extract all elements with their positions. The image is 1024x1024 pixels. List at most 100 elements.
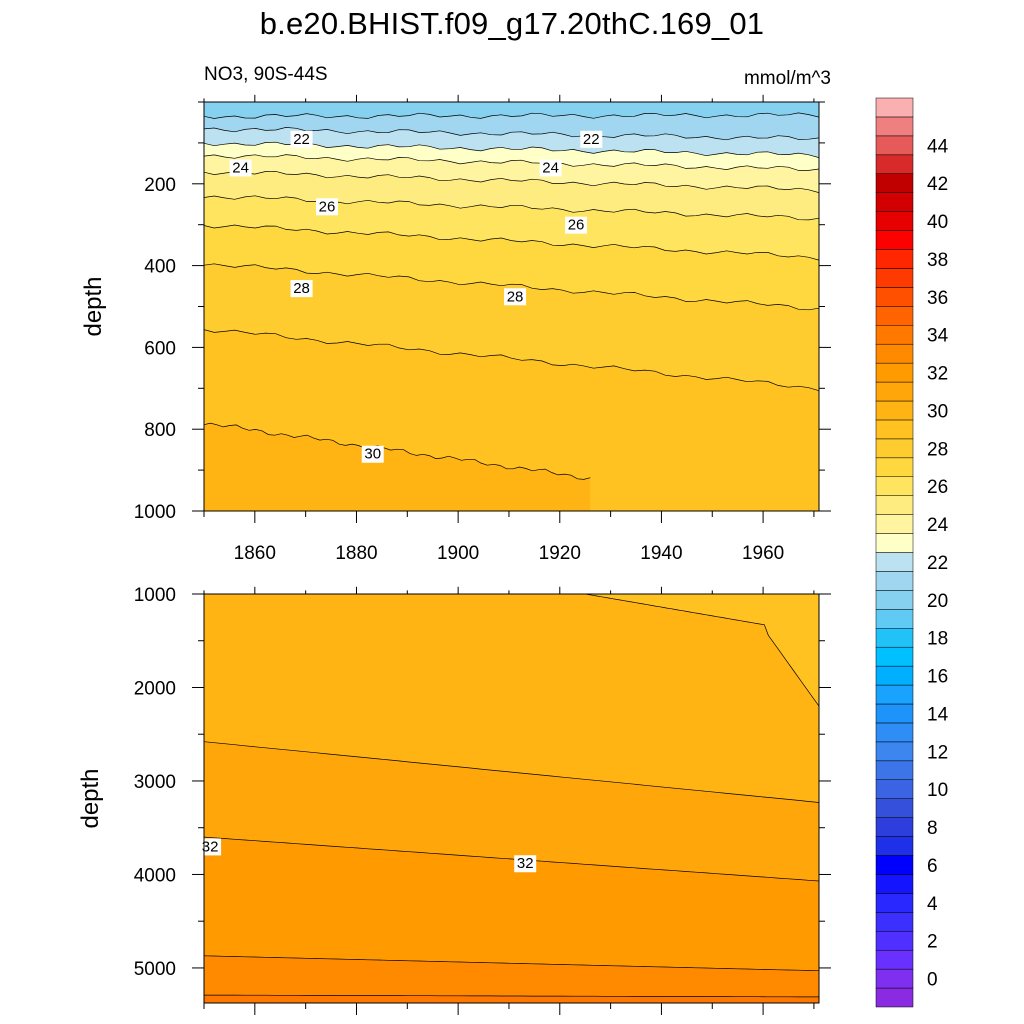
x-tick-label: 1960 <box>742 543 784 564</box>
colorbar-label: 4 <box>927 894 938 915</box>
chart-title: b.e20.BHIST.f09_g17.20thC.169_01 <box>259 6 765 41</box>
contour-label: 32 <box>514 855 537 873</box>
colorbar-label: 38 <box>927 250 948 271</box>
colorbar-swatch <box>875 438 914 459</box>
colorbar: 0246810121416182022242628303234363840424… <box>875 97 949 1008</box>
colorbar-swatch <box>875 116 914 137</box>
contour-label-text: 26 <box>568 217 585 234</box>
colorbar-label: 36 <box>927 288 948 309</box>
colorbar-swatch <box>875 646 914 667</box>
contour-label-text: 26 <box>319 198 336 215</box>
contour-label-text: 28 <box>293 280 310 297</box>
lower-contour-34 <box>204 994 819 998</box>
contour-label: 32 <box>199 838 222 856</box>
colorbar-label: 44 <box>927 136 949 157</box>
contour-label: 30 <box>361 445 384 463</box>
contour-label-text: 32 <box>202 838 219 855</box>
colorbar-label: 28 <box>927 439 948 460</box>
chart-subtitle-variable: NO3, 90S-44S <box>204 64 328 85</box>
contour-label: 24 <box>539 159 562 177</box>
contour-label: 28 <box>504 288 527 306</box>
x-tick-label: 1900 <box>437 543 479 564</box>
colorbar-label: 32 <box>927 364 948 385</box>
colorbar-swatch <box>875 931 914 951</box>
colorbar-label: 18 <box>927 629 948 650</box>
lower-band-33 <box>204 955 819 1003</box>
colorbar-swatch <box>875 798 914 818</box>
colorbar-label: 20 <box>927 591 948 612</box>
x-tick-label: 1860 <box>234 543 276 564</box>
contour-label: 28 <box>290 280 313 298</box>
colorbar-label: 30 <box>927 401 948 422</box>
lower-contour-33 <box>204 955 819 972</box>
colorbar-label: 12 <box>927 742 948 763</box>
lower-contour-32 <box>204 836 819 882</box>
upper-contour-30 <box>204 422 591 480</box>
lower-contour-31 <box>204 741 819 803</box>
colorbar-swatch <box>875 703 914 724</box>
colorbar-swatch <box>875 192 914 212</box>
colorbar-swatch <box>875 514 914 534</box>
colorbar-swatch <box>875 343 914 364</box>
colorbar-label: 34 <box>927 326 949 347</box>
contour-label: 22 <box>580 130 603 148</box>
colorbar-label: 10 <box>927 780 948 801</box>
y-tick-label: 1000 <box>134 502 176 523</box>
lower-fills <box>204 594 819 1003</box>
upper-contour-29 <box>204 329 819 392</box>
colorbar-swatch <box>875 836 914 856</box>
contour-label-text: 22 <box>293 131 310 148</box>
chart-subtitle-units: mmol/m^3 <box>743 68 831 89</box>
upper-fills <box>204 102 819 511</box>
colorbar-swatch <box>875 381 914 402</box>
colorbar-swatch <box>875 173 914 193</box>
y-tick-label: 600 <box>144 338 176 359</box>
colorbar-label: 42 <box>927 174 948 195</box>
colorbar-label: 0 <box>927 970 938 991</box>
colorbar-swatch <box>875 949 914 970</box>
colorbar-swatch <box>875 495 914 515</box>
colorbar-swatch <box>875 684 914 705</box>
colorbar-label: 16 <box>927 667 948 688</box>
colorbar-label: 14 <box>927 704 949 725</box>
colorbar-label: 2 <box>927 932 938 953</box>
upper-panel: 22 22 24 24 26 26 28 28 30 1860 1880 1900 1920 1940 19… <box>80 94 831 564</box>
colorbar-swatch <box>875 665 914 686</box>
y-tick-label: 400 <box>144 257 176 278</box>
colorbar-swatch <box>875 552 914 572</box>
colorbar-swatch <box>875 362 914 383</box>
upper-band-30 <box>204 423 591 511</box>
colorbar-swatch <box>875 97 914 118</box>
colorbar-swatch <box>875 457 914 477</box>
colorbar-swatch <box>875 211 914 231</box>
colorbar-swatch <box>875 249 914 269</box>
contour-label: 26 <box>315 198 338 216</box>
y-tick-label: 2000 <box>134 678 176 699</box>
contour-label-text: 24 <box>232 159 249 176</box>
y-tick-label: 4000 <box>134 865 176 886</box>
x-tick-label: 1880 <box>335 543 377 564</box>
lower-band-34 <box>204 995 819 1003</box>
contour-label: 22 <box>290 130 313 148</box>
y-tick-label: 1000 <box>134 585 176 606</box>
y-tick-label: 3000 <box>134 772 176 793</box>
colorbar-swatch <box>875 968 914 989</box>
colorbar-swatch <box>875 987 914 1008</box>
upper-contour-24 <box>204 154 819 171</box>
colorbar-label: 22 <box>927 553 948 574</box>
colorbar-label: 40 <box>927 212 948 233</box>
x-tick-label: 1920 <box>539 543 581 564</box>
colorbar-swatch <box>875 609 914 629</box>
colorbar-swatch <box>875 779 914 799</box>
colorbar-swatch <box>875 590 914 610</box>
colorbar-swatch <box>875 268 914 288</box>
colorbar-swatch <box>875 400 914 421</box>
contour-label-text: 32 <box>517 855 534 872</box>
contour-label: 26 <box>565 216 588 234</box>
colorbar-swatch <box>875 912 914 932</box>
colorbar-swatch <box>875 325 914 345</box>
y-tick-label: 200 <box>144 175 176 196</box>
contour-label-text: 28 <box>507 288 524 305</box>
